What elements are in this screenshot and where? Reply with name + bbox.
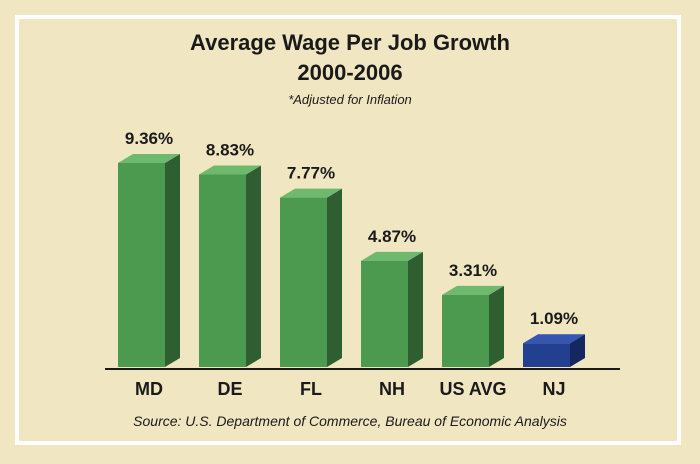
bar-md: [118, 162, 165, 367]
chart-title: Average Wage Per Job Growth: [190, 30, 510, 55]
bar-fl: [280, 197, 327, 367]
bars-group: 9.36% MD 8.83% DE 7.77% FL 4.87% NH 3.31% US AVG 1…: [118, 129, 585, 399]
bar-side-fl: [327, 188, 342, 367]
bar-side-us-avg: [489, 285, 504, 367]
category-label-fl: FL: [300, 379, 322, 399]
bar-top-nh: [361, 251, 423, 261]
value-label-md: 9.36%: [125, 129, 173, 148]
category-label-md: MD: [135, 379, 163, 399]
value-label-nh: 4.87%: [368, 227, 416, 246]
bar-nj: [523, 343, 570, 367]
bar-side-nj: [570, 334, 585, 367]
chart-note: *Adjusted for Inflation: [288, 92, 412, 107]
value-label-de: 8.83%: [206, 141, 254, 160]
value-label-us-avg: 3.31%: [449, 261, 497, 280]
bar-us-avg: [442, 294, 489, 367]
category-label-nh: NH: [379, 379, 405, 399]
bar-de: [199, 174, 246, 367]
chart-frame: [15, 15, 681, 445]
bar-nh: [361, 260, 408, 367]
bar-side-md: [165, 153, 180, 367]
category-label-nj: NJ: [542, 379, 565, 399]
category-label-de: DE: [217, 379, 242, 399]
bar-top-nj: [523, 334, 585, 344]
bar-top-fl: [280, 188, 342, 198]
value-label-fl: 7.77%: [287, 164, 335, 183]
bar-top-us-avg: [442, 285, 504, 295]
category-label-us-avg: US AVG: [439, 379, 506, 399]
chart-subtitle: 2000-2006: [297, 60, 402, 85]
bar-top-de: [199, 165, 261, 175]
value-label-nj: 1.09%: [530, 309, 578, 328]
source-note: Source: U.S. Department of Commerce, Bur…: [133, 413, 567, 429]
bar-top-md: [118, 153, 180, 163]
bar-side-de: [246, 165, 261, 367]
bar-side-nh: [408, 251, 423, 367]
